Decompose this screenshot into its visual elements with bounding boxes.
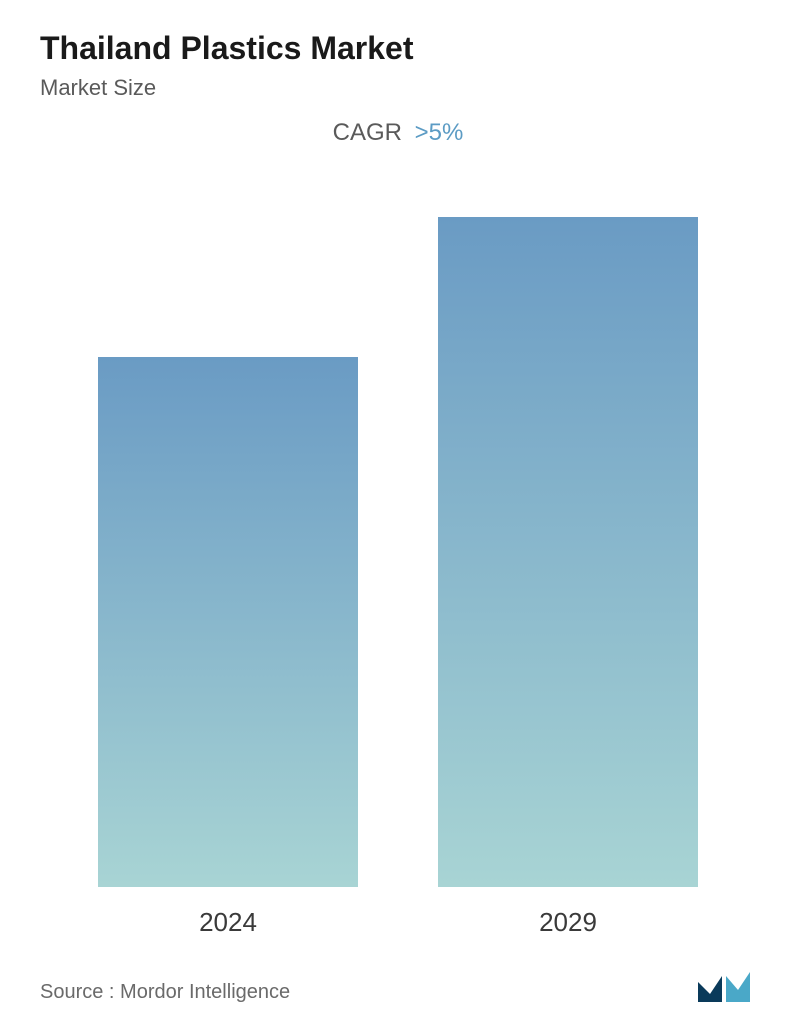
cagr-row: CAGR >5% [40,119,756,147]
source-text: Source : Mordor Intelligence [40,981,290,1004]
bar [438,217,698,887]
chart-title: Thailand Plastics Market [40,30,756,67]
cagr-value: >5% [415,119,464,146]
bar-group: 2029 [438,217,698,938]
bar [98,357,358,887]
footer: Source : Mordor Intelligence [40,938,756,1014]
chart-subtitle: Market Size [40,75,756,101]
bar-label: 2029 [539,907,597,938]
mordor-logo-icon [696,968,756,1004]
bar-label: 2024 [199,907,257,938]
cagr-label: CAGR [333,119,402,146]
bar-group: 2024 [98,357,358,938]
chart-area: 2024 2029 [40,177,756,938]
